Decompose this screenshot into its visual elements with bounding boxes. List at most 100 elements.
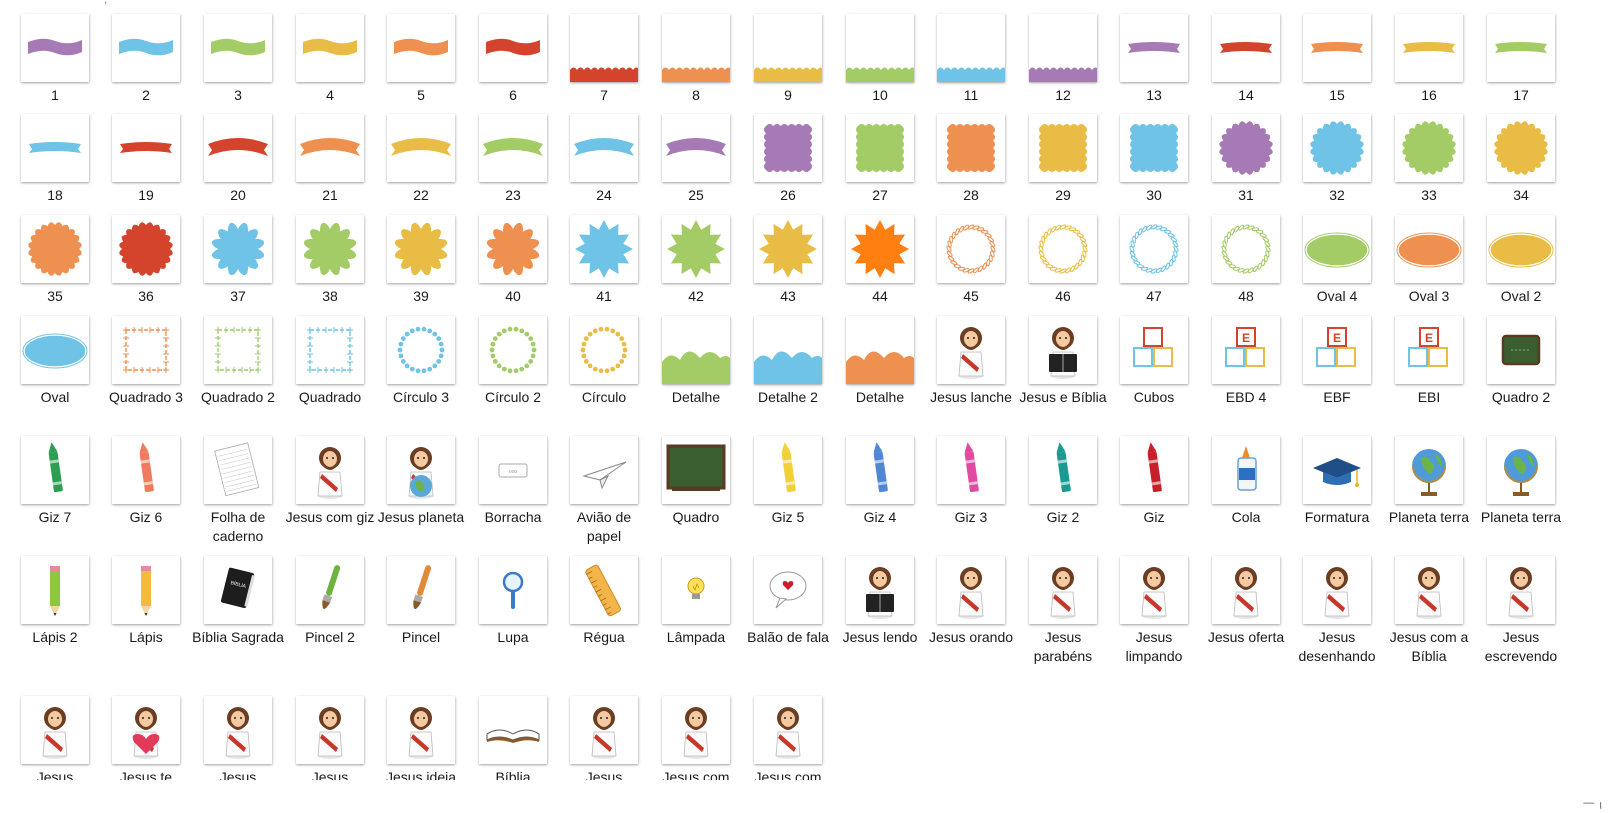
file-item[interactable]: 4	[284, 0, 376, 105]
file-item[interactable]: 3	[192, 0, 284, 105]
file-item[interactable]: Jesus ideia	[375, 682, 467, 787]
file-item[interactable]: 2	[100, 0, 192, 105]
file-item[interactable]: Oval	[9, 302, 101, 407]
file-item[interactable]: Planeta terra	[1475, 422, 1567, 527]
file-item[interactable]: 16	[1383, 0, 1475, 105]
file-item[interactable]: 37	[192, 201, 284, 306]
file-item[interactable]: 33	[1383, 100, 1475, 205]
file-item[interactable]: Giz 7	[9, 422, 101, 527]
file-item[interactable]: 39	[375, 201, 467, 306]
file-item[interactable]: 18	[9, 100, 101, 205]
file-item[interactable]: Avião de papel	[558, 422, 650, 546]
file-item[interactable]: 9	[742, 0, 834, 105]
file-item[interactable]: Jesus escrevendo	[1475, 542, 1567, 666]
file-item[interactable]: Jesus orando	[925, 542, 1017, 647]
file-item[interactable]: Quadrado 3	[100, 302, 192, 407]
file-item[interactable]: Jesus planeta	[375, 422, 467, 527]
file-item[interactable]: Oval 2	[1475, 201, 1567, 306]
file-item[interactable]: E EBD 4	[1200, 302, 1292, 407]
file-item[interactable]: 13	[1108, 0, 1200, 105]
file-item[interactable]: 8	[650, 0, 742, 105]
file-item[interactable]: Pincel	[375, 542, 467, 647]
file-item[interactable]: 45	[925, 201, 1017, 306]
file-item[interactable]: Jesus com	[650, 682, 742, 787]
file-item[interactable]: Oval 4	[1291, 201, 1383, 306]
file-item[interactable]: Planeta terra	[1383, 422, 1475, 527]
file-item[interactable]: Folha de caderno	[192, 422, 284, 546]
file-item[interactable]: Jesus com giz	[284, 422, 376, 527]
file-item[interactable]: Jesus	[558, 682, 650, 787]
file-item[interactable]: 46	[1017, 201, 1109, 306]
file-item[interactable]: Quadrado	[284, 302, 376, 407]
file-item[interactable]: 25	[650, 100, 742, 205]
file-item[interactable]: Oval 3	[1383, 201, 1475, 306]
file-item[interactable]: Jesus	[192, 682, 284, 787]
file-item[interactable]: 7	[558, 0, 650, 105]
file-item[interactable]: 22	[375, 100, 467, 205]
file-item[interactable]: Giz 4	[834, 422, 926, 527]
file-item[interactable]: Círculo 2	[467, 302, 559, 407]
file-item[interactable]: Jesus parabéns	[1017, 542, 1109, 666]
file-item[interactable]: Jesus	[284, 682, 376, 787]
file-item[interactable]: 42	[650, 201, 742, 306]
file-item[interactable]: Jesus e Bíblia	[1017, 302, 1109, 407]
file-item[interactable]: 38	[284, 201, 376, 306]
file-item[interactable]: Quadro	[650, 422, 742, 527]
file-item[interactable]: 48	[1200, 201, 1292, 306]
file-item[interactable]: 27	[834, 100, 926, 205]
file-item[interactable]: 6	[467, 0, 559, 105]
file-item[interactable]: Giz 2	[1017, 422, 1109, 527]
file-item[interactable]: 34	[1475, 100, 1567, 205]
file-item[interactable]: BÍBLIA Bíblia Sagrada	[192, 542, 284, 647]
file-item[interactable]: 47	[1108, 201, 1200, 306]
file-item[interactable]: E EBI	[1383, 302, 1475, 407]
file-item[interactable]: Jesus te	[100, 682, 192, 787]
file-item[interactable]: Jesus com	[742, 682, 834, 787]
file-item[interactable]: Cubos	[1108, 302, 1200, 407]
file-item[interactable]: Quadro 2	[1475, 302, 1567, 407]
file-item[interactable]: Jesus com a Bíblia	[1383, 542, 1475, 666]
file-item[interactable]: 17	[1475, 0, 1567, 105]
file-item[interactable]: Jesus	[9, 682, 101, 787]
file-item[interactable]: Régua	[558, 542, 650, 647]
file-item[interactable]: 21	[284, 100, 376, 205]
file-item[interactable]: E EBF	[1291, 302, 1383, 407]
file-item[interactable]: Pincel 2	[284, 542, 376, 647]
file-item[interactable]: Cola	[1200, 422, 1292, 527]
file-item[interactable]: 5	[375, 0, 467, 105]
file-item[interactable]: Giz 6	[100, 422, 192, 527]
file-item[interactable]: 43	[742, 201, 834, 306]
file-item[interactable]: Giz 5	[742, 422, 834, 527]
file-item[interactable]: Giz	[1108, 422, 1200, 527]
file-item[interactable]: Círculo 3	[375, 302, 467, 407]
file-item[interactable]: 11	[925, 0, 1017, 105]
file-item[interactable]: 10	[834, 0, 926, 105]
file-item[interactable]: 41	[558, 201, 650, 306]
file-item[interactable]: 19	[100, 100, 192, 205]
file-item[interactable]: Bíblia	[467, 682, 559, 787]
file-item[interactable]: Lupa	[467, 542, 559, 647]
file-item[interactable]: 12	[1017, 0, 1109, 105]
file-item[interactable]: Formatura	[1291, 422, 1383, 527]
file-item[interactable]: Detalhe	[650, 302, 742, 407]
file-item[interactable]: 24	[558, 100, 650, 205]
file-item[interactable]: Lâmpada	[650, 542, 742, 647]
file-item[interactable]: Círculo	[558, 302, 650, 407]
file-item[interactable]: 28	[925, 100, 1017, 205]
file-item[interactable]: ooo Borracha	[467, 422, 559, 527]
file-item[interactable]: 23	[467, 100, 559, 205]
file-item[interactable]: 15	[1291, 0, 1383, 105]
file-item[interactable]: 40	[467, 201, 559, 306]
file-item[interactable]: Detalhe 2	[742, 302, 834, 407]
file-item[interactable]: Jesus oferta	[1200, 542, 1292, 647]
file-item[interactable]: Lápis	[100, 542, 192, 647]
file-item[interactable]: Jesus desenhando	[1291, 542, 1383, 666]
file-item[interactable]: Jesus limpando	[1108, 542, 1200, 666]
file-item[interactable]: Detalhe	[834, 302, 926, 407]
file-item[interactable]: 36	[100, 201, 192, 306]
file-item[interactable]: Balão de fala	[742, 542, 834, 647]
file-item[interactable]: Jesus lanche	[925, 302, 1017, 407]
file-item[interactable]: Lápis 2	[9, 542, 101, 647]
resize-corner-icon[interactable]: — ╷	[1583, 797, 1604, 809]
file-item[interactable]: 26	[742, 100, 834, 205]
